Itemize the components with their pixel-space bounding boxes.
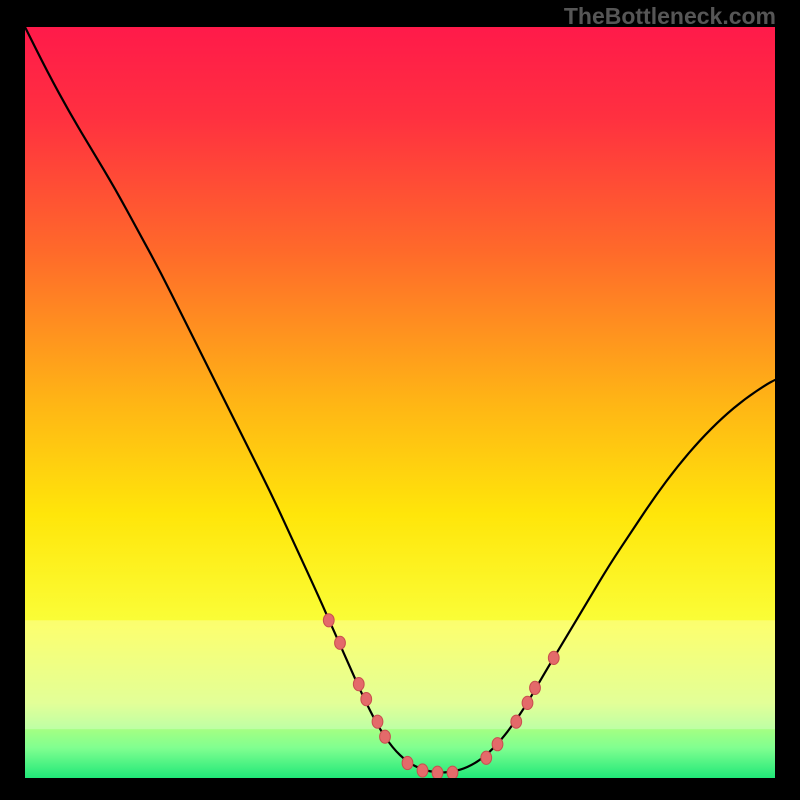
data-marker	[548, 651, 559, 664]
data-marker	[353, 678, 364, 691]
data-marker	[361, 693, 372, 706]
data-marker	[402, 756, 413, 769]
data-marker	[432, 766, 443, 778]
bottleneck-chart	[25, 27, 775, 778]
data-marker	[511, 715, 522, 728]
data-marker	[447, 766, 458, 778]
highlight-band	[25, 620, 775, 729]
data-marker	[323, 614, 334, 627]
data-marker	[335, 636, 346, 649]
watermark-text: TheBottleneck.com	[564, 3, 776, 30]
data-marker	[530, 681, 541, 694]
data-marker	[417, 764, 428, 777]
data-marker	[372, 715, 383, 728]
data-marker	[522, 696, 533, 709]
data-marker	[380, 730, 391, 743]
data-marker	[492, 738, 503, 751]
data-marker	[481, 751, 492, 764]
